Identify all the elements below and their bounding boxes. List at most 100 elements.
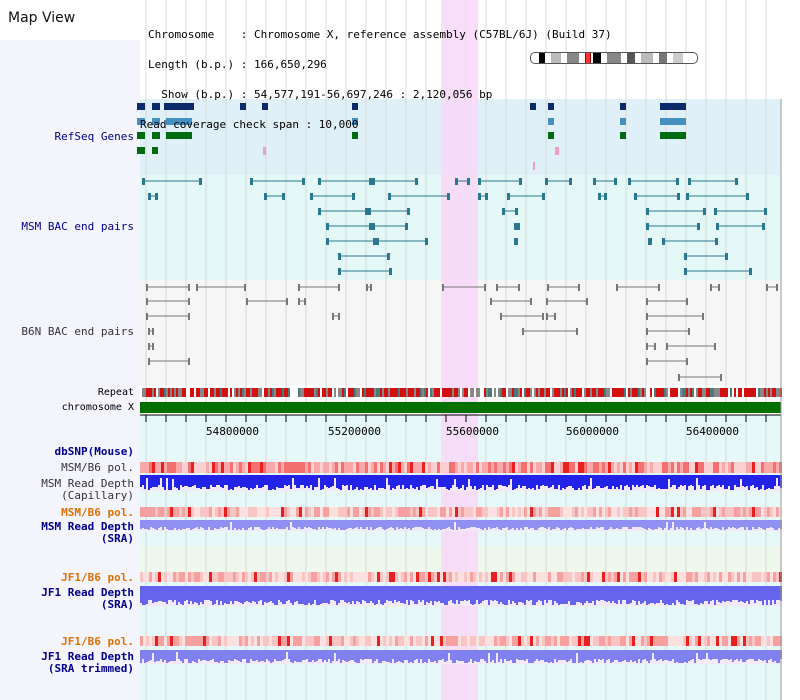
depth-bar xyxy=(252,520,254,530)
pol-strip-cell xyxy=(689,507,692,517)
depth-bar xyxy=(554,475,556,489)
pol-strip-cell xyxy=(245,636,248,646)
refseq-genes-label[interactable]: RefSeq Genes xyxy=(54,130,134,143)
jf1-read-depth-sra-label[interactable]: JF1 Read Depth xyxy=(41,586,134,599)
depth-bar xyxy=(298,520,300,527)
depth-bar xyxy=(376,475,378,490)
repeat-bar xyxy=(490,388,492,397)
depth-bar xyxy=(342,650,344,660)
pol-strip-cell xyxy=(392,507,395,517)
depth-bar xyxy=(320,520,322,529)
depth-bar xyxy=(208,475,210,489)
msm-b6-pol-label[interactable]: MSM/B6 pol. xyxy=(61,461,134,474)
repeat-label[interactable]: Repeat xyxy=(97,387,134,398)
pol-strip-cell xyxy=(173,507,176,517)
pol-strip-cell xyxy=(707,572,710,582)
pol-strip-cell xyxy=(221,572,224,582)
pol-strip-cell xyxy=(344,462,347,473)
gene-glyph xyxy=(548,103,554,110)
gene-glyph xyxy=(152,132,160,139)
depth-bar xyxy=(728,520,730,527)
repeat-bar xyxy=(576,388,578,397)
depth-bar xyxy=(186,586,188,600)
ideogram-position-marker[interactable] xyxy=(585,53,591,63)
msm-bac-end-pairs-label[interactable]: MSM BAC end pairs xyxy=(21,220,134,233)
depth-bar xyxy=(616,586,618,604)
depth-bar xyxy=(470,650,472,659)
depth-bar xyxy=(488,475,490,487)
pol-strip-cell xyxy=(737,572,740,582)
msm-b6-pol-sra-label[interactable]: MSM/B6 pol. xyxy=(61,506,134,519)
depth-bar xyxy=(716,650,718,659)
pol-strip-cell xyxy=(323,572,326,582)
repeat-bar xyxy=(262,388,264,397)
pol-strip-cell xyxy=(203,507,206,517)
pol-strip-cell xyxy=(191,636,194,646)
depth-bar xyxy=(620,520,622,529)
pol-strip-cell xyxy=(404,507,407,517)
pol-strip-cell xyxy=(734,507,737,517)
depth-bar xyxy=(502,520,504,528)
depth-bar xyxy=(472,650,474,663)
depth-bar xyxy=(420,650,422,659)
depth-bar xyxy=(520,586,522,602)
b6n-bac-end-pairs-label[interactable]: B6N BAC end pairs xyxy=(21,325,134,338)
depth-bar xyxy=(718,475,720,485)
jf1-read-depth-trimmed-label[interactable]: JF1 Read Depth xyxy=(41,650,134,663)
pol-strip-cell xyxy=(383,462,386,473)
chromosome-ideogram[interactable] xyxy=(530,52,698,64)
pol-strip-cell xyxy=(704,462,707,473)
gene-glyph xyxy=(620,103,626,110)
pol-strip-cell xyxy=(422,507,425,517)
pol-strip-cell xyxy=(650,636,653,646)
depth-bar xyxy=(546,586,548,603)
pol-strip-cell xyxy=(461,507,464,517)
repeat-bar xyxy=(254,388,256,397)
repeat-bar xyxy=(582,388,584,397)
pol-strip-cell xyxy=(362,462,365,473)
repeat-bar xyxy=(482,388,484,397)
bac-end-marker xyxy=(646,298,648,305)
depth-bar xyxy=(704,520,706,522)
depth-bar xyxy=(698,586,700,605)
depth-bar xyxy=(398,475,400,485)
jf1-b6-pol-2-label[interactable]: JF1/B6 pol. xyxy=(61,635,134,648)
depth-bar xyxy=(598,650,600,659)
pol-strip-cell xyxy=(407,462,410,473)
bac-end-marker xyxy=(716,223,719,230)
repeat-bar xyxy=(340,388,342,397)
bac-end-marker xyxy=(338,268,341,275)
msm-read-depth-sra-label[interactable]: MSM Read Depth xyxy=(41,520,134,533)
repeat-bar xyxy=(268,388,270,397)
repeat-bar xyxy=(188,388,190,397)
gene-glyph xyxy=(152,118,160,125)
pol-strip-cell xyxy=(341,462,344,473)
jf1-b6-pol-label[interactable]: JF1/B6 pol. xyxy=(61,571,134,584)
depth-bar xyxy=(552,475,554,485)
depth-bar xyxy=(330,650,332,663)
repeat-bar xyxy=(256,388,258,397)
dbsnp-mouse-label[interactable]: dbSNP(Mouse) xyxy=(54,445,134,458)
repeat-bar xyxy=(594,388,596,397)
pol-strip-cell xyxy=(290,572,293,582)
repeat-bar xyxy=(194,388,196,397)
depth-bar xyxy=(610,475,612,489)
repeat-bar xyxy=(296,388,298,397)
pol-strip-cell xyxy=(647,572,650,582)
repeat-bar xyxy=(708,388,710,397)
msm-read-depth-capillary-label[interactable]: MSM Read Depth xyxy=(41,477,134,490)
depth-bar xyxy=(314,586,316,600)
depth-bar xyxy=(288,650,290,659)
repeat-bar xyxy=(732,388,734,397)
depth-bar xyxy=(250,650,252,659)
pol-strip-cell xyxy=(401,462,404,473)
depth-bar xyxy=(554,520,556,529)
pol-strip-cell xyxy=(347,636,350,646)
depth-bar xyxy=(270,520,272,529)
pol-strip-cell xyxy=(227,507,230,517)
depth-bar xyxy=(666,520,668,522)
depth-bar xyxy=(206,650,208,661)
bac-end-marker xyxy=(714,208,717,215)
pol-strip-cell xyxy=(578,572,581,582)
